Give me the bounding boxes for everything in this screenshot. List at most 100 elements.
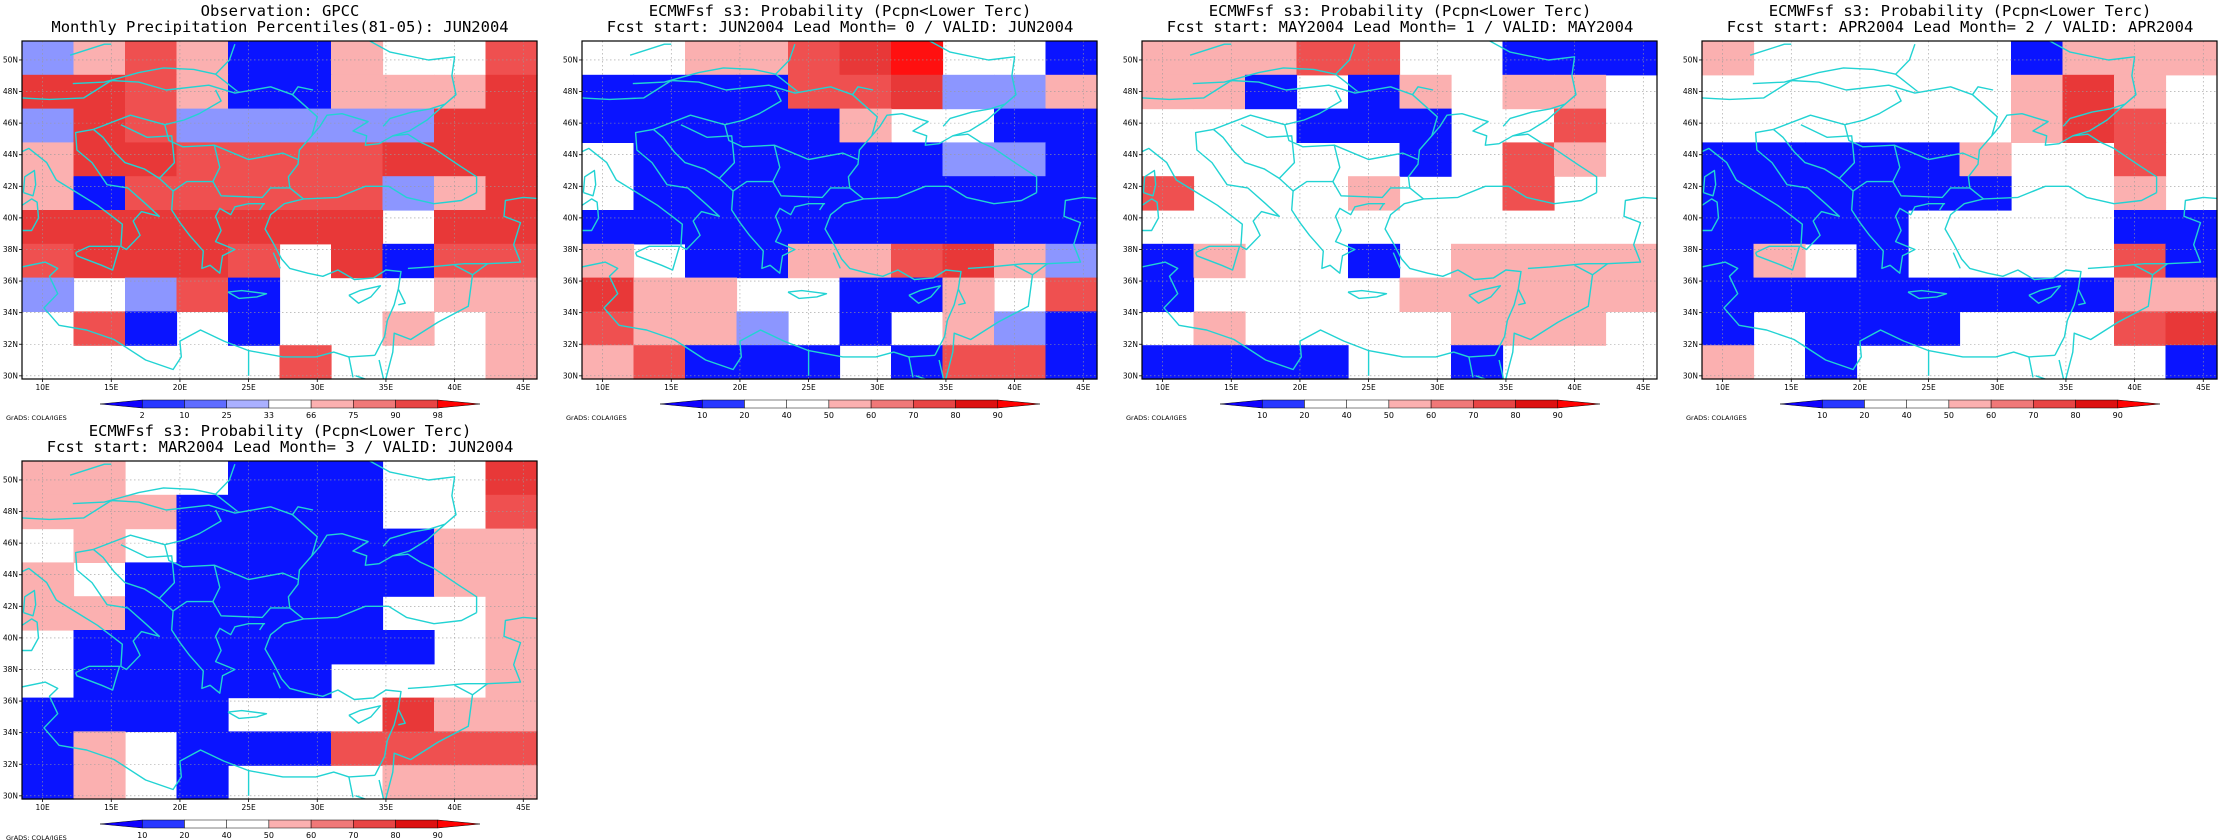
color-bar-label: 60 bbox=[306, 831, 316, 840]
grid-cell bbox=[891, 41, 944, 76]
grid-cell bbox=[228, 74, 281, 110]
panel-title: ECMWFsf s3: Probability (Pcpn<Lower Terc… bbox=[649, 2, 1032, 20]
lon-tick-label: 10E bbox=[1155, 383, 1170, 392]
lon-tick-label: 20E bbox=[1293, 383, 1308, 392]
color-bar-segment bbox=[437, 819, 481, 829]
color-bar-segment bbox=[997, 399, 1041, 409]
grid-cell bbox=[485, 210, 538, 245]
lat-tick-label: 46N bbox=[3, 119, 18, 128]
map-frame bbox=[1141, 40, 1658, 380]
grid-cell bbox=[176, 108, 229, 143]
grid-cell bbox=[891, 277, 944, 312]
lat-tick-label: 50N bbox=[3, 475, 18, 484]
grid-cell bbox=[582, 311, 635, 346]
lat-tick-label: 44N bbox=[1683, 150, 1698, 159]
grid-cell bbox=[228, 663, 281, 699]
grid-cell bbox=[331, 731, 384, 766]
color-bar-label: 20 bbox=[179, 831, 189, 840]
grid-cell bbox=[125, 663, 178, 699]
grid-cell bbox=[434, 210, 487, 245]
color-bar-label: 80 bbox=[2070, 411, 2080, 420]
lon-tick-label: 15E bbox=[664, 383, 679, 392]
grid-cell bbox=[1451, 345, 1504, 380]
grid-cell bbox=[382, 765, 435, 800]
grid-cell bbox=[176, 765, 229, 800]
grid-cell bbox=[382, 697, 435, 732]
grid-cell bbox=[633, 108, 686, 143]
grid-cell bbox=[228, 731, 281, 766]
grid-cell bbox=[633, 210, 686, 245]
grid-cell bbox=[685, 176, 738, 211]
grid-cell bbox=[485, 765, 538, 800]
grid-cell bbox=[633, 142, 686, 177]
grid-cell bbox=[73, 108, 126, 143]
grid-cell bbox=[176, 41, 229, 76]
grid-cell bbox=[839, 210, 892, 245]
color-bar-label: 66 bbox=[306, 411, 316, 420]
lat-tick-label: 36N bbox=[3, 697, 18, 706]
color-bar: 10 20 40 50 60 70 80 90 bbox=[1779, 399, 2161, 420]
color-bar: 2 10 25 33 66 75 90 98 bbox=[99, 399, 481, 420]
lon-tick-label: 25E bbox=[241, 803, 256, 812]
grid-cell bbox=[1502, 176, 1555, 211]
grid-cell bbox=[485, 630, 538, 665]
grid-cells bbox=[1702, 41, 2218, 380]
grid-cell bbox=[788, 176, 841, 211]
grid-cell bbox=[1399, 277, 1452, 312]
grid-cell bbox=[1045, 311, 1098, 346]
grid-cell bbox=[736, 311, 789, 346]
grid-cell bbox=[22, 74, 75, 110]
grid-cell bbox=[382, 176, 435, 211]
color-bar-label: 98 bbox=[433, 411, 443, 420]
lat-tick-label: 42N bbox=[563, 182, 578, 191]
grid-cell bbox=[228, 311, 281, 346]
color-bar-label: 50 bbox=[1384, 411, 1394, 420]
grid-cell bbox=[1451, 311, 1504, 346]
grid-cell bbox=[1753, 210, 1806, 245]
grid-cell bbox=[1502, 74, 1555, 110]
grid-cell bbox=[1702, 41, 1755, 76]
color-bar-label: 10 bbox=[697, 411, 707, 420]
grid-cell bbox=[891, 210, 944, 245]
color-bar-segment bbox=[141, 819, 185, 829]
grid-cell bbox=[994, 142, 1047, 177]
lat-tick-label: 34N bbox=[1123, 308, 1138, 317]
lon-tick-label: 45E bbox=[516, 803, 531, 812]
lat-tick-label: 50N bbox=[563, 55, 578, 64]
lon-tick-label: 15E bbox=[104, 803, 119, 812]
grid-cell bbox=[1605, 41, 1658, 76]
color-bar-segment bbox=[1219, 399, 1263, 409]
lon-tick-label: 35E bbox=[2059, 383, 2074, 392]
color-bar-label: 20 bbox=[1859, 411, 1869, 420]
grid-cell bbox=[22, 731, 75, 766]
color-bar-segment bbox=[701, 399, 745, 409]
coastlines bbox=[1702, 41, 2217, 379]
color-bar-label: 70 bbox=[2028, 411, 2038, 420]
grid-cell bbox=[331, 562, 384, 597]
panel-subtitle: Fcst start: JUN2004 Lead Month= 0 / VALI… bbox=[607, 18, 1074, 36]
grads-footer: GrADS: COLA/IGES bbox=[1686, 414, 1747, 420]
grid-cell bbox=[331, 596, 384, 631]
grid-cell bbox=[22, 765, 75, 800]
grid-cell bbox=[434, 765, 487, 800]
color-bar-label: 90 bbox=[993, 411, 1003, 420]
grid-cell bbox=[942, 210, 995, 245]
grid-cell bbox=[1399, 74, 1452, 110]
grid-cell bbox=[685, 210, 738, 245]
lon-tick-label: 10E bbox=[35, 803, 50, 812]
lon-tick-label: 25E bbox=[241, 383, 256, 392]
grid-cell bbox=[1193, 74, 1246, 110]
grid-cell bbox=[1502, 243, 1555, 279]
panel-title: ECMWFsf s3: Probability (Pcpn<Lower Terc… bbox=[1209, 2, 1592, 20]
lon-tick-label: 30E bbox=[870, 383, 885, 392]
color-bar-label: 10 bbox=[1817, 411, 1827, 420]
grid-cell bbox=[279, 630, 332, 665]
grid-cell bbox=[1045, 74, 1098, 110]
grid-cell bbox=[485, 461, 538, 496]
grid-cell bbox=[685, 74, 738, 110]
grid-cell bbox=[485, 277, 538, 312]
grid-cell bbox=[22, 697, 75, 732]
lon-tick-label: 25E bbox=[801, 383, 816, 392]
grid-cell bbox=[2062, 74, 2115, 110]
